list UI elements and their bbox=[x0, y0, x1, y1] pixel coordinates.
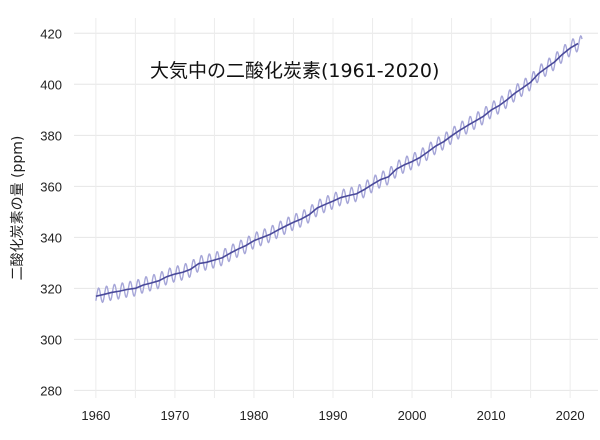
x-tick-label: 1960 bbox=[81, 408, 110, 423]
x-tick-label: 1990 bbox=[319, 408, 348, 423]
y-tick-label: 280 bbox=[40, 383, 62, 398]
x-tick-label: 2000 bbox=[398, 408, 427, 423]
x-tick-label: 1970 bbox=[160, 408, 189, 423]
y-axis-label: 二酸化炭素の量 (ppm) bbox=[10, 136, 26, 281]
y-tick-label: 320 bbox=[40, 281, 62, 296]
y-gridlines bbox=[74, 32, 598, 391]
chart-title: 大気中の二酸化炭素(1961-2020) bbox=[150, 60, 439, 82]
y-tick-label: 360 bbox=[40, 179, 62, 194]
y-tick-label: 380 bbox=[40, 128, 62, 143]
monthly-co2-line bbox=[95, 35, 583, 304]
x-tick-label: 2010 bbox=[477, 408, 506, 423]
x-gridlines bbox=[95, 18, 571, 398]
y-tick-label: 420 bbox=[40, 26, 62, 41]
x-tick-label: 1980 bbox=[239, 408, 268, 423]
y-tick-label: 400 bbox=[40, 77, 62, 92]
x-tick-label: 2020 bbox=[556, 408, 585, 423]
x-tick-labels: 1960 1970 1980 1990 2000 2010 2020 bbox=[81, 408, 584, 423]
trend-co2-line bbox=[95, 42, 579, 298]
y-tick-label: 340 bbox=[40, 230, 62, 245]
y-tick-labels: 280 300 320 340 360 380 400 420 bbox=[40, 26, 62, 398]
y-tick-label: 300 bbox=[40, 332, 62, 347]
